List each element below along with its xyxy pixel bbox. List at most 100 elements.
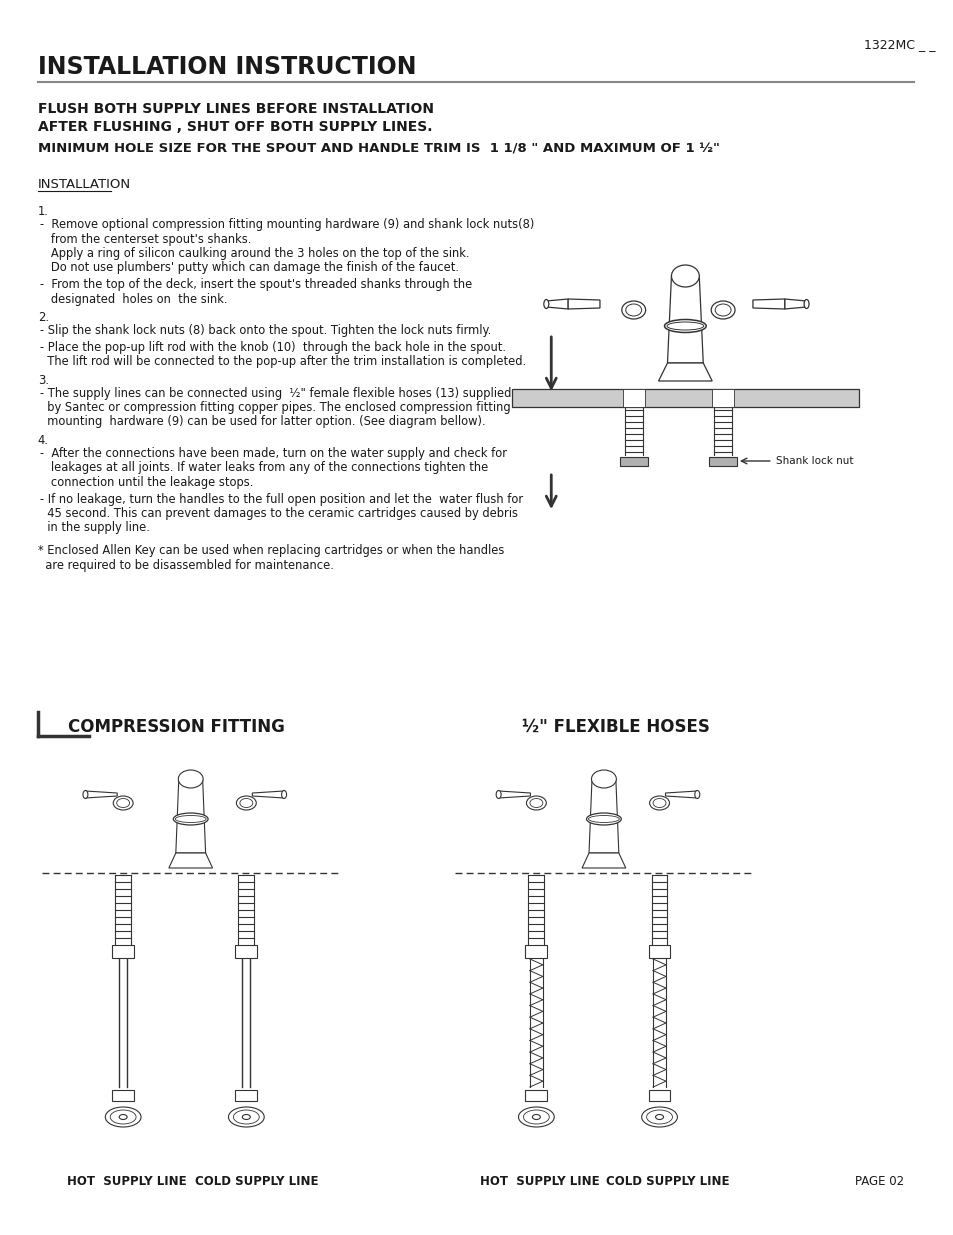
Text: by Santec or compression fitting copper pipes. The enclosed compression fitting: by Santec or compression fitting copper …: [40, 401, 510, 414]
Text: 45 second. This can prevent damages to the ceramic cartridges caused by debris: 45 second. This can prevent damages to t…: [40, 508, 517, 520]
Text: * Enclosed Allen Key can be used when replacing cartridges or when the handles: * Enclosed Allen Key can be used when re…: [38, 543, 503, 557]
Text: INSTALLATION: INSTALLATION: [38, 178, 131, 191]
Ellipse shape: [666, 322, 703, 330]
Text: Do not use plumbers' putty which can damage the finish of the faucet.: Do not use plumbers' putty which can dam…: [40, 262, 458, 274]
Text: COLD SUPPLY LINE: COLD SUPPLY LINE: [605, 1174, 728, 1188]
Ellipse shape: [621, 301, 645, 319]
Text: connection until the leakage stops.: connection until the leakage stops.: [40, 475, 253, 489]
Bar: [235, 1091, 257, 1100]
Text: are required to be disassembled for maintenance.: are required to be disassembled for main…: [38, 558, 334, 572]
Ellipse shape: [517, 1107, 554, 1128]
Ellipse shape: [591, 769, 616, 788]
Polygon shape: [752, 299, 784, 309]
Ellipse shape: [111, 1110, 136, 1124]
Ellipse shape: [803, 300, 808, 309]
Ellipse shape: [242, 1114, 250, 1119]
Bar: [648, 945, 670, 958]
Text: - The supply lines can be connected using  ½" female flexible hoses (13) supplie: - The supply lines can be connected usin…: [40, 387, 511, 399]
Bar: [712, 389, 733, 408]
Text: - Place the pop-up lift rod with the knob (10)  through the back hole in the spo: - Place the pop-up lift rod with the kno…: [40, 341, 505, 353]
Text: 3.: 3.: [38, 373, 49, 387]
Ellipse shape: [710, 301, 734, 319]
Text: -  Remove optional compression fitting mounting hardware (9) and shank lock nuts: - Remove optional compression fitting mo…: [40, 219, 534, 231]
Ellipse shape: [543, 300, 548, 309]
Text: Apply a ring of silicon caulking around the 3 holes on the top of the sink.: Apply a ring of silicon caulking around …: [40, 247, 469, 261]
Polygon shape: [588, 779, 618, 853]
Bar: [525, 945, 547, 958]
Text: PAGE 02: PAGE 02: [854, 1174, 902, 1188]
Polygon shape: [175, 779, 206, 853]
Bar: [112, 1091, 134, 1100]
Ellipse shape: [526, 797, 546, 810]
Ellipse shape: [228, 1107, 264, 1128]
Text: 2.: 2.: [38, 311, 49, 324]
Polygon shape: [169, 853, 213, 868]
Ellipse shape: [671, 266, 699, 287]
Bar: [648, 1091, 670, 1100]
Ellipse shape: [655, 1114, 663, 1119]
Ellipse shape: [83, 790, 88, 799]
Text: COMPRESSION FITTING: COMPRESSION FITTING: [69, 718, 285, 736]
Ellipse shape: [653, 799, 665, 808]
Text: in the supply line.: in the supply line.: [40, 521, 150, 535]
Polygon shape: [667, 275, 702, 363]
Text: - If no leakage, turn the handles to the full open position and let the  water f: - If no leakage, turn the handles to the…: [40, 493, 522, 505]
Polygon shape: [546, 299, 568, 309]
Ellipse shape: [523, 1110, 549, 1124]
Text: Shank lock nut: Shank lock nut: [775, 456, 852, 466]
Bar: [511, 389, 859, 408]
Text: COLD SUPPLY LINE: COLD SUPPLY LINE: [194, 1174, 317, 1188]
Ellipse shape: [281, 790, 286, 799]
Text: 4.: 4.: [38, 433, 49, 447]
Ellipse shape: [625, 304, 641, 316]
Ellipse shape: [236, 797, 256, 810]
Ellipse shape: [119, 1114, 127, 1119]
Ellipse shape: [646, 1110, 672, 1124]
Ellipse shape: [664, 320, 705, 332]
Bar: [112, 945, 134, 958]
Ellipse shape: [588, 815, 618, 823]
Bar: [235, 945, 257, 958]
Text: AFTER FLUSHING , SHUT OFF BOTH SUPPLY LINES.: AFTER FLUSHING , SHUT OFF BOTH SUPPLY LI…: [38, 120, 432, 135]
Ellipse shape: [532, 1114, 539, 1119]
Polygon shape: [86, 790, 117, 798]
Text: 1.: 1.: [38, 205, 49, 219]
Ellipse shape: [496, 790, 500, 799]
Bar: [708, 457, 737, 466]
Ellipse shape: [694, 790, 700, 799]
Text: designated  holes on  the sink.: designated holes on the sink.: [40, 293, 227, 305]
Ellipse shape: [649, 797, 669, 810]
Ellipse shape: [715, 304, 730, 316]
Text: The lift rod will be connected to the pop-up after the trim installation is comp: The lift rod will be connected to the po…: [40, 354, 525, 368]
Ellipse shape: [641, 1107, 677, 1128]
Text: - Slip the shank lock nuts (8) back onto the spout. Tighten the lock nuts firmly: - Slip the shank lock nuts (8) back onto…: [40, 324, 491, 337]
Text: 1322MC _ _: 1322MC _ _: [863, 38, 935, 51]
Ellipse shape: [529, 799, 542, 808]
Ellipse shape: [233, 1110, 259, 1124]
Text: HOT  SUPPLY LINE: HOT SUPPLY LINE: [479, 1174, 598, 1188]
Text: from the centerset spout's shanks.: from the centerset spout's shanks.: [40, 232, 251, 246]
Text: ½" FLEXIBLE HOSES: ½" FLEXIBLE HOSES: [521, 718, 709, 736]
Text: HOT  SUPPLY LINE: HOT SUPPLY LINE: [68, 1174, 187, 1188]
Text: MINIMUM HOLE SIZE FOR THE SPOUT AND HANDLE TRIM IS  1 1/8 " AND MAXIMUM OF 1 ½": MINIMUM HOLE SIZE FOR THE SPOUT AND HAND…: [38, 143, 719, 156]
Text: -  From the top of the deck, insert the spout's threaded shanks through the: - From the top of the deck, insert the s…: [40, 278, 472, 291]
Ellipse shape: [116, 799, 130, 808]
Ellipse shape: [239, 799, 253, 808]
Bar: [619, 457, 647, 466]
Polygon shape: [581, 853, 625, 868]
Text: INSTALLATION INSTRUCTION: INSTALLATION INSTRUCTION: [38, 56, 416, 79]
Ellipse shape: [113, 797, 133, 810]
Text: leakages at all joints. If water leaks from any of the connections tighten the: leakages at all joints. If water leaks f…: [40, 462, 488, 474]
Bar: [622, 389, 644, 408]
Text: -  After the connections have been made, turn on the water supply and check for: - After the connections have been made, …: [40, 447, 506, 459]
Polygon shape: [498, 790, 530, 798]
Polygon shape: [658, 363, 712, 382]
Bar: [525, 1091, 547, 1100]
Ellipse shape: [105, 1107, 141, 1128]
Ellipse shape: [586, 813, 620, 825]
Ellipse shape: [173, 813, 208, 825]
Polygon shape: [568, 299, 599, 309]
Text: mounting  hardware (9) can be used for latter option. (See diagram bellow).: mounting hardware (9) can be used for la…: [40, 415, 485, 429]
Polygon shape: [252, 790, 284, 798]
Ellipse shape: [175, 815, 206, 823]
